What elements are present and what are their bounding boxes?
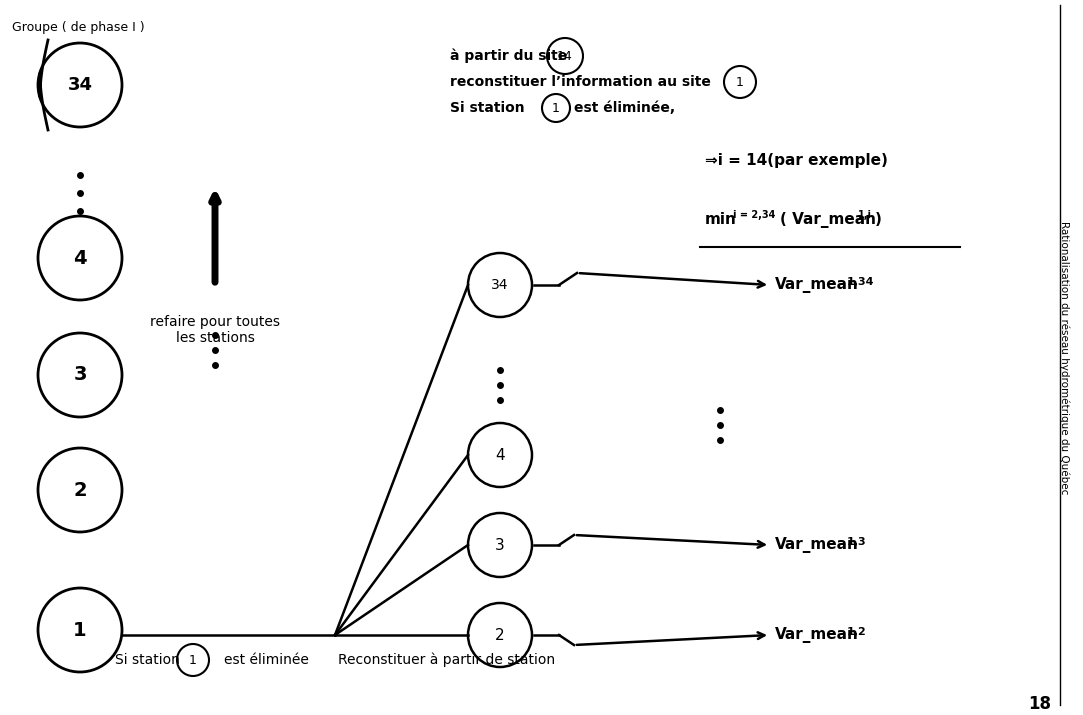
Text: 1,34: 1,34 xyxy=(847,277,874,287)
Text: ): ) xyxy=(875,212,882,227)
Text: 1: 1 xyxy=(74,621,87,639)
Text: Rationalisation du réseau hydrométrique du Québec: Rationalisation du réseau hydrométrique … xyxy=(1059,221,1070,494)
Text: est éliminée,: est éliminée, xyxy=(574,101,675,115)
Text: ⇒i = 14(par exemple): ⇒i = 14(par exemple) xyxy=(705,152,888,167)
Text: Si station: Si station xyxy=(115,653,180,667)
Text: 1: 1 xyxy=(736,76,744,89)
Text: 1,2: 1,2 xyxy=(847,627,866,637)
Text: reconstituer l’information au site: reconstituer l’information au site xyxy=(451,75,710,89)
Text: i = 2,34: i = 2,34 xyxy=(733,210,775,220)
Text: 2: 2 xyxy=(74,480,87,500)
Text: 1,i: 1,i xyxy=(858,210,872,220)
Text: 1: 1 xyxy=(552,102,560,114)
Text: Si station: Si station xyxy=(451,101,524,115)
Text: 18: 18 xyxy=(1029,695,1052,713)
Text: 3: 3 xyxy=(74,365,87,385)
Text: est éliminée: est éliminée xyxy=(224,653,309,667)
Text: 4: 4 xyxy=(74,249,87,267)
Text: 4: 4 xyxy=(495,448,505,463)
Text: Groupe ( de phase I ): Groupe ( de phase I ) xyxy=(12,21,145,34)
Text: 3: 3 xyxy=(495,538,505,553)
Text: Var_mean: Var_mean xyxy=(775,627,859,643)
Text: Var_mean: Var_mean xyxy=(775,277,859,293)
Text: à partir du site: à partir du site xyxy=(451,49,567,63)
Text: 34: 34 xyxy=(492,278,509,292)
Text: ( Var_mean: ( Var_mean xyxy=(780,212,876,228)
Text: 1: 1 xyxy=(190,654,197,666)
Text: Var_mean: Var_mean xyxy=(775,537,859,553)
Text: 1,3: 1,3 xyxy=(847,537,866,547)
Text: 2: 2 xyxy=(495,628,505,643)
Text: refaire pour toutes
les stations: refaire pour toutes les stations xyxy=(151,315,280,345)
Text: 34: 34 xyxy=(67,76,92,94)
Text: 14: 14 xyxy=(557,49,573,62)
Text: min: min xyxy=(705,212,736,227)
Text: Reconstituer à partir de station: Reconstituer à partir de station xyxy=(338,653,556,667)
